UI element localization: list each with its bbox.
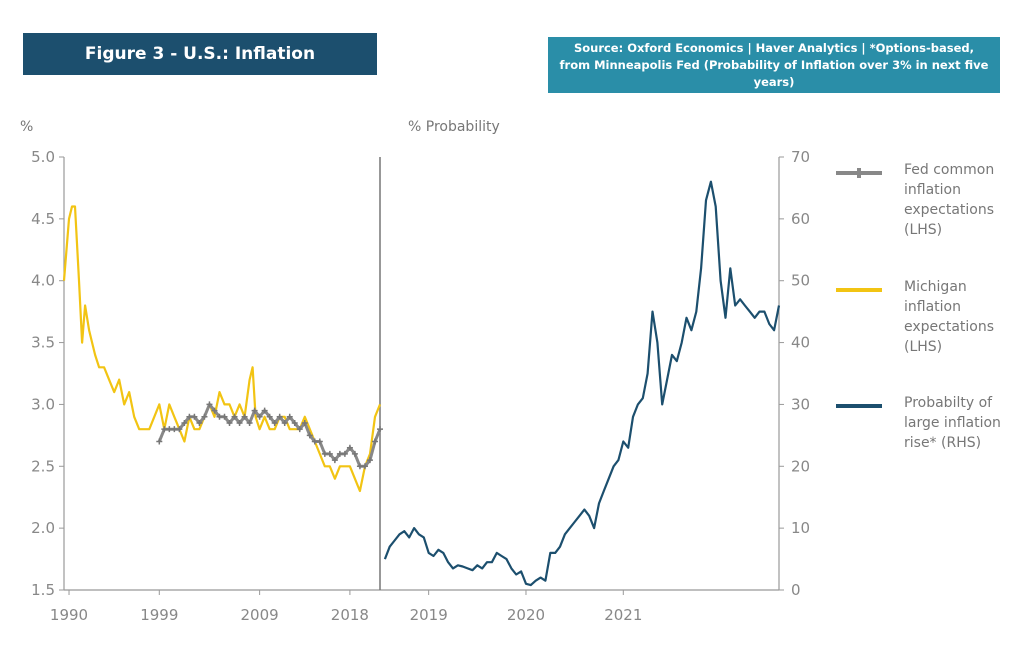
right-y-tick-label: 60 <box>791 210 810 228</box>
source-note: Source: Oxford Economics | Haver Analyti… <box>548 37 1000 93</box>
fed-common-point-marker <box>161 426 168 433</box>
legend-label: Michigan inflation expectations (LHS) <box>904 279 995 355</box>
probability-series-line <box>383 180 781 587</box>
fed-common-point-marker <box>186 413 193 420</box>
fed-common-point-marker <box>351 450 358 457</box>
fed-common-point-marker <box>276 413 283 420</box>
fed-common-point-marker <box>211 407 218 414</box>
fed-common-point-marker <box>196 419 203 426</box>
legend-item: Fed common inflation expectations (LHS) <box>836 160 1024 240</box>
left-x-tick-label: 2018 <box>331 606 369 624</box>
legend-swatch <box>836 404 882 408</box>
fed-common-point-marker <box>256 413 263 420</box>
right-y-tick-label: 20 <box>791 457 810 475</box>
fed-common-point-marker <box>241 413 248 420</box>
right-x-tick-label: 2021 <box>604 606 642 624</box>
right-x-tick-label: 2020 <box>507 606 545 624</box>
fed-common-point-marker <box>281 419 288 426</box>
fed-common-point-marker <box>311 438 318 445</box>
fed-common-point-marker <box>306 432 313 439</box>
fed-common-point-marker <box>316 438 323 445</box>
left-x-tick-label: 1990 <box>50 606 88 624</box>
left-y-tick-label: 3.5 <box>31 334 55 352</box>
right-y-tick-label: 40 <box>791 334 810 352</box>
fed-common-point-marker <box>166 426 173 433</box>
fed-common-point-marker <box>326 450 333 457</box>
fed-common-point-marker <box>377 426 383 433</box>
fed-common-point-marker <box>266 413 273 420</box>
legend-item: Michigan inflation expectations (LHS) <box>836 277 1024 357</box>
fed-common-point-marker <box>346 444 353 451</box>
fed-common-point-marker <box>206 401 213 408</box>
left-y-tick-label: 1.5 <box>31 581 55 599</box>
left-axis-unit: % <box>20 119 34 135</box>
legend-plus-marker <box>857 168 861 178</box>
fed-common-point-marker <box>236 419 243 426</box>
right-x-tick-label: 2019 <box>410 606 448 624</box>
fed-common-point-marker <box>361 463 368 470</box>
right-y-tick-label: 70 <box>791 148 810 166</box>
fed-common-point-marker <box>251 407 258 414</box>
legend-label: Probabilty of large inflation rise* (RHS… <box>904 395 1001 451</box>
fed-common-point-marker <box>156 438 163 445</box>
fed-common-point-marker <box>226 419 233 426</box>
fed-common-point-marker <box>231 413 238 420</box>
right-y-tick-label: 50 <box>791 272 810 290</box>
left-y-tick-label: 5.0 <box>31 148 55 166</box>
fed-common-point-marker <box>366 457 373 464</box>
fed-common-point-marker <box>341 450 348 457</box>
left-x-tick-label: 1999 <box>140 606 178 624</box>
right-y-tick-label: 30 <box>791 395 810 413</box>
left-y-tick-label: 4.5 <box>31 210 55 228</box>
fed-common-point-marker <box>191 413 198 420</box>
right-axis-unit: % Probability <box>408 119 500 135</box>
fed-common-point-marker <box>296 426 303 433</box>
left-y-tick-label: 3.0 <box>31 395 55 413</box>
legend-item: Probabilty of large inflation rise* (RHS… <box>836 393 1024 453</box>
fed-common-series-line <box>157 402 382 468</box>
fed-common-point-marker <box>286 413 293 420</box>
left-y-tick-label: 4.0 <box>31 272 55 290</box>
fed-common-point-marker <box>356 463 363 470</box>
fed-common-point-marker <box>216 413 223 420</box>
fed-common-point-marker <box>271 419 278 426</box>
legend-swatch <box>836 288 882 292</box>
fed-common-point-marker <box>291 419 298 426</box>
right-y-tick-label: 10 <box>791 519 810 537</box>
fed-common-point-marker <box>336 450 343 457</box>
legend-label: Fed common inflation expectations (LHS) <box>904 162 995 238</box>
legend-swatch <box>836 168 882 178</box>
fed-common-point-marker <box>321 450 328 457</box>
left-y-tick-label: 2.5 <box>31 457 55 475</box>
fed-common-point-marker <box>221 413 228 420</box>
right-y-tick-label: 0 <box>791 581 801 599</box>
chart-title: Figure 3 - U.S.: Inflation Expectations <box>23 33 377 106</box>
fed-common-point-marker <box>246 419 253 426</box>
left-y-tick-label: 2.0 <box>31 519 55 537</box>
michigan-series-line <box>62 205 382 493</box>
fed-common-point-marker <box>371 438 378 445</box>
left-x-tick-label: 2009 <box>241 606 279 624</box>
fed-common-point-marker <box>301 419 308 426</box>
fed-common-point-marker <box>201 413 208 420</box>
fed-common-point-marker <box>171 426 178 433</box>
fed-common-point-marker <box>331 457 338 464</box>
fed-common-point-marker <box>181 419 188 426</box>
source-text: Source: Oxford Economics | Haver Analyti… <box>559 40 989 89</box>
fed-common-point-marker <box>176 426 183 433</box>
fed-common-point-marker <box>261 407 268 414</box>
